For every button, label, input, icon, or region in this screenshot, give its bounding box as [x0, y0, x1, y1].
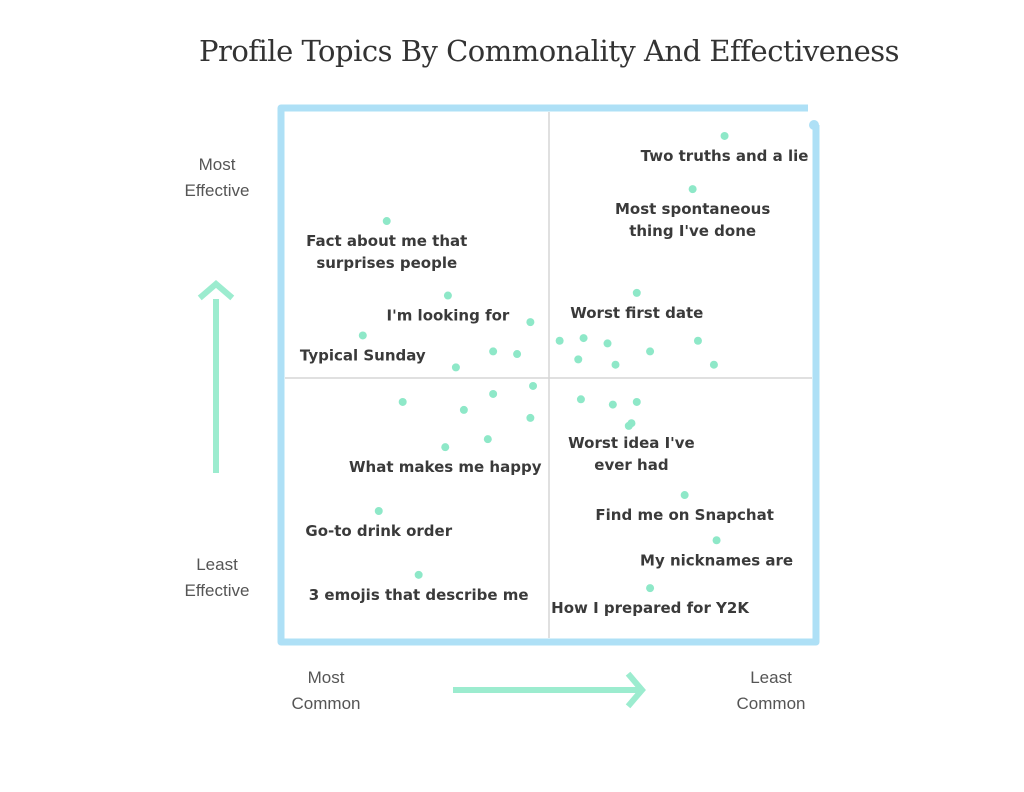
- point-label: Worst idea I've ever had: [568, 434, 695, 474]
- point-label: What makes me happy: [349, 458, 542, 476]
- x-axis-high-line1: Least: [750, 668, 792, 687]
- data-point: [443, 291, 452, 300]
- data-point: [441, 443, 450, 452]
- unlabeled-points: [398, 318, 718, 444]
- data-point: [489, 347, 498, 356]
- labeled-points: Two truths and a lie Most spontaneous thin…: [300, 131, 809, 617]
- data-point: [611, 360, 620, 369]
- y-axis-high-line2: Effective: [185, 181, 250, 200]
- data-point: [627, 419, 636, 428]
- data-point: [529, 381, 538, 390]
- data-point: [414, 570, 423, 579]
- x-axis-low-line1: Most: [308, 668, 345, 687]
- data-point: [459, 405, 468, 414]
- point-label: Go-to drink order: [305, 522, 452, 540]
- data-point: [574, 355, 583, 364]
- point-label: My nicknames are: [640, 551, 793, 569]
- y-axis-low-line1: Least: [196, 555, 238, 574]
- data-point: [576, 395, 585, 404]
- chart-frame: [277, 104, 820, 646]
- data-point: [526, 413, 535, 422]
- data-point: [646, 347, 655, 356]
- right-arrow-icon: [453, 671, 646, 709]
- data-point: [579, 334, 588, 343]
- data-point: [688, 185, 697, 194]
- point-label: Most spontaneous thing I've done: [615, 200, 770, 240]
- data-point: [632, 397, 641, 406]
- data-point: [513, 350, 522, 359]
- x-axis-high-line2: Common: [737, 694, 806, 713]
- chart-title: Profile Topics By Commonality And Effect…: [198, 34, 900, 68]
- data-point: [632, 288, 641, 297]
- point-label: Worst first date: [570, 304, 703, 322]
- point-label: Two truths and a lie: [641, 147, 809, 165]
- data-point: [693, 336, 702, 345]
- data-point: [712, 536, 721, 545]
- point-label: Fact about me that surprises people: [306, 232, 467, 272]
- y-axis-high-line1: Most: [199, 155, 236, 174]
- data-point: [709, 360, 718, 369]
- data-point: [603, 339, 612, 348]
- point-label: I'm looking for: [387, 307, 510, 325]
- data-point: [489, 389, 498, 398]
- point-label: Typical Sunday: [300, 346, 426, 364]
- point-label: 3 emojis that describe me: [309, 586, 529, 604]
- data-point: [680, 491, 689, 500]
- data-point: [483, 435, 492, 444]
- point-label: Find me on Snapchat: [595, 506, 773, 524]
- data-point: [608, 400, 617, 409]
- point-label: How I prepared for Y2K: [551, 599, 750, 617]
- data-point: [451, 363, 460, 372]
- up-arrow-icon: [197, 280, 235, 473]
- data-point: [374, 507, 383, 515]
- data-point: [382, 217, 391, 226]
- data-point: [526, 318, 535, 327]
- y-axis-low-line2: Effective: [185, 581, 250, 600]
- frame-end-dot: [809, 120, 819, 130]
- data-point: [398, 397, 407, 406]
- data-point: [358, 331, 367, 340]
- x-axis-low-line2: Common: [292, 694, 361, 713]
- data-point: [646, 584, 655, 593]
- data-point: [720, 131, 729, 140]
- data-point: [555, 336, 564, 345]
